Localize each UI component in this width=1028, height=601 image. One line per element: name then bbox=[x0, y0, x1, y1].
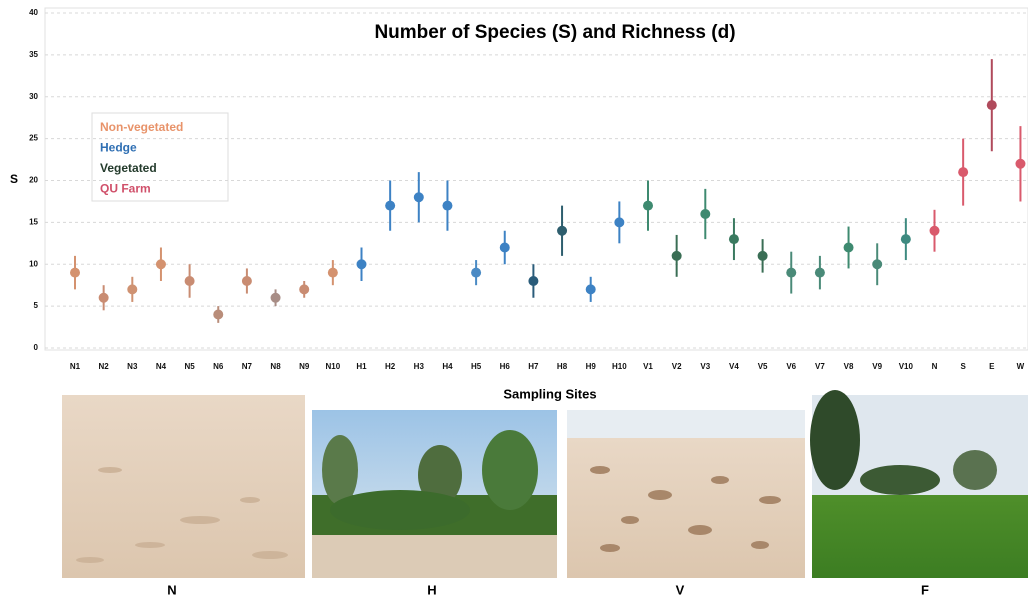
data-point bbox=[442, 200, 453, 211]
data-point bbox=[814, 267, 825, 278]
y-axis-label: S bbox=[10, 172, 18, 186]
photo-label: H bbox=[427, 582, 436, 597]
data-point bbox=[270, 292, 281, 303]
data-point bbox=[757, 250, 768, 261]
data-point bbox=[98, 292, 109, 303]
x-tick-label: W bbox=[1017, 362, 1025, 371]
data-point bbox=[299, 284, 310, 295]
x-tick-label: H10 bbox=[612, 362, 627, 371]
x-tick-label: H5 bbox=[471, 362, 482, 371]
x-tick-label: H3 bbox=[414, 362, 425, 371]
y-tick-label: 25 bbox=[29, 134, 38, 143]
data-point bbox=[700, 209, 711, 219]
data-point bbox=[413, 192, 424, 203]
x-tick-label: N1 bbox=[70, 362, 81, 371]
x-tick-label: N6 bbox=[213, 362, 224, 371]
x-tick-label: N10 bbox=[326, 362, 341, 371]
y-tick-label: 40 bbox=[29, 8, 38, 17]
x-tick-label: V4 bbox=[729, 362, 739, 371]
legend-entry: Vegetated bbox=[100, 161, 157, 175]
x-tick-label: H4 bbox=[442, 362, 453, 371]
x-tick-label: V10 bbox=[899, 362, 914, 371]
photo-n bbox=[62, 395, 305, 578]
data-point bbox=[241, 276, 252, 286]
y-tick-label: 0 bbox=[34, 343, 39, 352]
data-point bbox=[327, 267, 338, 278]
x-tick-label: S bbox=[960, 362, 966, 371]
data-point bbox=[786, 267, 797, 278]
data-point bbox=[958, 167, 969, 178]
legend-entry: QU Farm bbox=[100, 182, 151, 196]
x-tick-label: V9 bbox=[872, 362, 882, 371]
x-tick-label: E bbox=[989, 362, 995, 371]
x-tick-label: N8 bbox=[270, 362, 281, 371]
data-point bbox=[728, 234, 739, 245]
x-tick-label: V5 bbox=[758, 362, 768, 371]
photo-h bbox=[312, 410, 557, 578]
data-point bbox=[585, 284, 596, 295]
x-tick-label: N2 bbox=[99, 362, 110, 371]
photo-label: F bbox=[921, 582, 929, 597]
x-tick-label: V3 bbox=[700, 362, 710, 371]
x-tick-label: H9 bbox=[586, 362, 597, 371]
x-tick-label: H1 bbox=[356, 362, 367, 371]
data-point bbox=[184, 276, 195, 286]
data-point bbox=[471, 267, 482, 278]
x-tick-label: V2 bbox=[672, 362, 682, 371]
chart-title: Number of Species (S) and Richness (d) bbox=[374, 22, 735, 43]
x-tick-label: N3 bbox=[127, 362, 138, 371]
x-tick-label: H6 bbox=[500, 362, 511, 371]
y-tick-label: 30 bbox=[29, 92, 38, 101]
data-point bbox=[900, 234, 911, 245]
x-tick-label: N bbox=[932, 362, 938, 371]
data-point bbox=[356, 259, 367, 270]
photo-label: N bbox=[167, 582, 176, 597]
x-tick-label: N9 bbox=[299, 362, 310, 371]
data-point bbox=[557, 225, 568, 236]
photo-f bbox=[810, 390, 1028, 578]
data-point bbox=[872, 259, 883, 270]
x-tick-label: V1 bbox=[643, 362, 653, 371]
y-tick-label: 5 bbox=[34, 301, 39, 310]
x-tick-label: V8 bbox=[844, 362, 854, 371]
data-point bbox=[155, 259, 166, 270]
legend bbox=[91, 112, 229, 202]
data-point bbox=[929, 225, 940, 236]
y-tick-label: 20 bbox=[29, 176, 38, 185]
y-tick-label: 35 bbox=[29, 50, 38, 59]
y-tick-label: 15 bbox=[29, 217, 38, 226]
data-point bbox=[70, 267, 80, 278]
data-point bbox=[385, 200, 396, 211]
data-point bbox=[213, 309, 224, 320]
photo-label: V bbox=[676, 582, 685, 597]
x-tick-label: V7 bbox=[815, 362, 825, 371]
data-point bbox=[1015, 158, 1026, 169]
data-point bbox=[127, 284, 138, 295]
x-tick-label: N5 bbox=[184, 362, 195, 371]
legend-entry: Hedge bbox=[100, 141, 137, 155]
x-tick-label: V6 bbox=[786, 362, 796, 371]
photo-v bbox=[567, 410, 805, 578]
x-tick-label: H2 bbox=[385, 362, 396, 371]
data-point bbox=[671, 250, 682, 261]
x-tick-label: N4 bbox=[156, 362, 167, 371]
data-point bbox=[986, 100, 997, 111]
data-point bbox=[528, 276, 539, 286]
y-tick-label: 10 bbox=[29, 259, 38, 268]
x-tick-label: H7 bbox=[528, 362, 539, 371]
legend-entry: Non-vegetated bbox=[100, 120, 183, 134]
x-axis-label: Sampling Sites bbox=[503, 386, 596, 401]
x-tick-label: H8 bbox=[557, 362, 568, 371]
data-point bbox=[843, 242, 854, 253]
data-point bbox=[614, 217, 625, 228]
data-point bbox=[643, 200, 653, 211]
data-point bbox=[499, 242, 510, 253]
x-tick-label: N7 bbox=[242, 362, 253, 371]
